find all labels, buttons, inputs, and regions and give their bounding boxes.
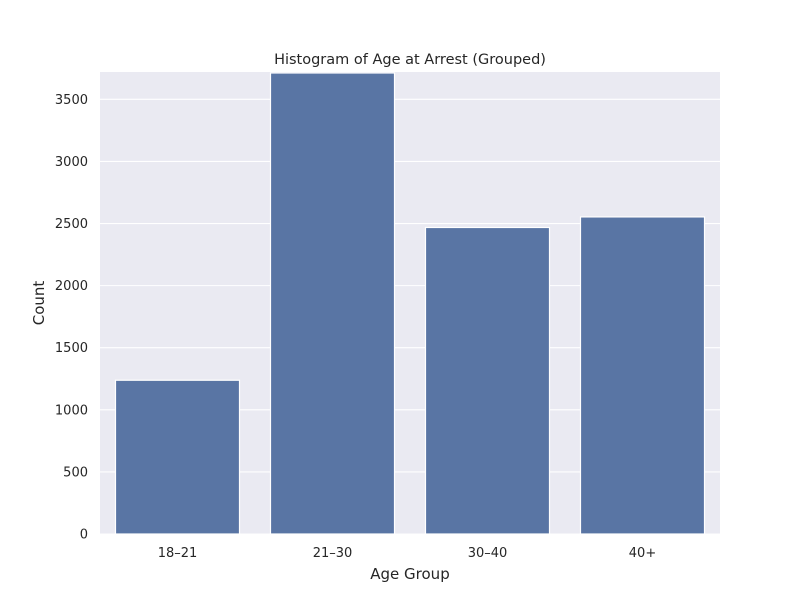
x-axis-label: Age Group: [370, 565, 449, 583]
x-tick-label: 18–21: [158, 546, 198, 561]
bar: [579, 216, 706, 535]
chart-title: Histogram of Age at Arrest (Grouped): [274, 52, 546, 68]
bar: [114, 379, 241, 535]
y-tick-label: 3000: [55, 155, 88, 170]
bar: [424, 226, 551, 535]
x-tick-label: 21–30: [313, 546, 353, 561]
x-tick-label: 30–40: [468, 546, 508, 561]
x-tick-label: 40+: [629, 546, 656, 561]
y-tick-label: 0: [80, 528, 88, 543]
y-tick-label: 1500: [55, 341, 88, 356]
y-tick-label: 500: [63, 465, 88, 480]
x-axis-ticks: 18–21 21–30 30–40 40+: [158, 546, 657, 561]
y-tick-label: 2000: [55, 279, 88, 294]
bars: [114, 72, 706, 535]
y-axis-label: Count: [30, 281, 48, 326]
y-tick-label: 1000: [55, 403, 88, 418]
bar: [269, 72, 396, 535]
y-axis-ticks: 0 500 1000 1500 2000 2500 3000 3500: [55, 93, 88, 543]
y-tick-label: 2500: [55, 217, 88, 232]
y-tick-label: 3500: [55, 93, 88, 108]
